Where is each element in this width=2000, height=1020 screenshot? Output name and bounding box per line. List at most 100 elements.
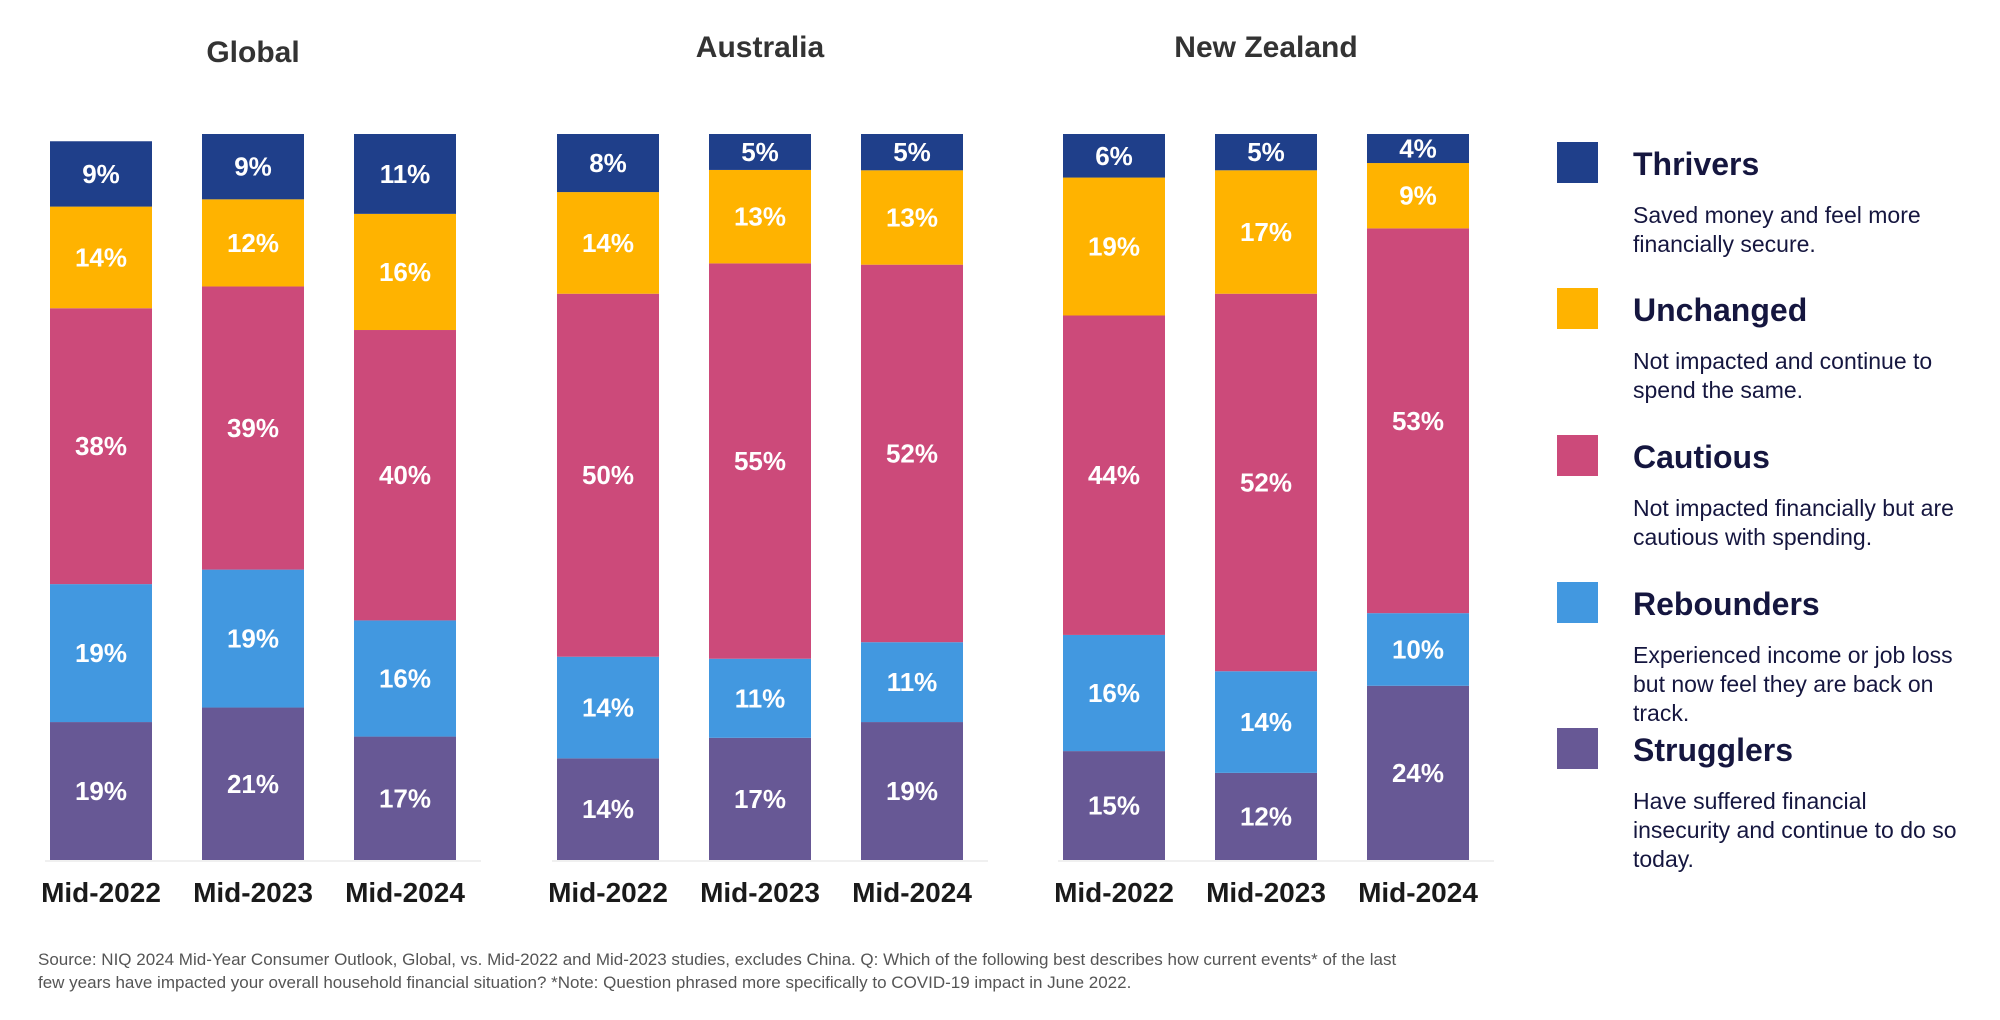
legend-description: track. [1633,700,1689,726]
bar-segment-strugglers [202,707,304,860]
panel-title: Global [206,36,299,69]
bar-segment-cautious [202,286,304,570]
panel-title: Australia [696,31,825,64]
bar-segment-thrivers [1063,134,1165,178]
bar-mid-2024: 19% 11% 52% 13% 5% [861,134,963,860]
bar-segment-rebounders [354,620,456,737]
legend-description: Not impacted financially but are [1633,495,1954,521]
data-label-rebounders: 14% [1240,707,1292,737]
legend-item-rebounders: Rebounders Experienced income or job loss… [1557,582,1953,726]
bar-segment-thrivers [861,134,963,171]
data-label-rebounders: 11% [735,683,786,713]
bar-segment-strugglers [861,722,963,860]
legend-description: Saved money and feel more [1633,202,1921,228]
category-label: Mid-2024 [1358,877,1478,908]
bar-segment-strugglers [557,758,659,860]
panel-title: New Zealand [1174,31,1357,64]
bar-segment-cautious [709,263,811,659]
legend-description: cautious with spending. [1633,524,1872,550]
data-label-unchanged: 16% [379,257,431,287]
data-label-cautious: 40% [379,460,431,490]
bar-mid-2023: 21% 19% 39% 12% 9% [202,134,304,860]
bar-segment-cautious [1063,315,1165,635]
data-label-rebounders: 16% [1088,678,1140,708]
panel-global: Global 19% 19% 38% 14% 9% Mid-2022 21% 19% 39% 12%… [41,36,481,908]
bar-segment-rebounders [557,656,659,759]
bar-segment-cautious [861,264,963,643]
bar-segment-strugglers [354,736,456,860]
legend-item-thrivers: Thrivers Saved money and feel more financi… [1557,142,1921,257]
legend-item-unchanged: Unchanged Not impacted and continue to spe… [1557,288,1932,403]
bar-segment-cautious [1367,228,1469,614]
data-label-unchanged: 12% [227,228,279,258]
bar-segment-thrivers [50,141,152,207]
data-label-unchanged: 19% [1088,232,1140,262]
data-label-strugglers: 14% [582,794,634,824]
legend-swatch [1557,582,1598,623]
legend-item-strugglers: Strugglers Have suffered financial insecur… [1557,728,1956,872]
legend-description: Experienced income or job loss [1633,642,1953,668]
bar-segment-rebounders [50,584,152,723]
bar-mid-2023: 12% 14% 52% 17% 5% [1215,134,1317,860]
bar-segment-strugglers [50,722,152,860]
bar-segment-unchanged [709,169,811,264]
legend-label: Unchanged [1633,292,1807,328]
data-label-thrivers: 6% [1095,141,1133,171]
category-label: Mid-2023 [700,877,820,908]
bar-segment-thrivers [557,134,659,193]
bar-segment-unchanged [202,199,304,287]
panel-australia: Australia 14% 14% 50% 14% 8% Mid-2022 17% 11% 55%… [548,31,988,908]
data-label-unchanged: 13% [734,202,786,232]
bar-segment-thrivers [354,134,456,214]
data-label-thrivers: 8% [589,148,627,178]
source-line: few years have impacted your overall hou… [38,973,1131,992]
bar-segment-rebounders [709,658,811,738]
chart-panels: Global 19% 19% 38% 14% 9% Mid-2022 21% 19% 39% 12%… [41,31,1494,908]
category-label: Mid-2024 [852,877,972,908]
data-label-strugglers: 19% [886,776,938,806]
legend-description: Not impacted and continue to [1633,348,1932,374]
bar-segment-unchanged [50,206,152,309]
panel-new-zealand: New Zealand 15% 16% 44% 19% 6% Mid-2022 12% 14% 5… [1054,31,1494,908]
source-line: Source: NIQ 2024 Mid-Year Consumer Outlo… [38,950,1396,969]
data-label-cautious: 50% [582,460,634,490]
category-label: Mid-2022 [1054,877,1174,908]
category-label: Mid-2022 [548,877,668,908]
bar-segment-rebounders [202,569,304,708]
data-label-cautious: 39% [227,413,279,443]
legend-label: Strugglers [1633,732,1793,768]
legend-swatch [1557,728,1598,769]
data-label-cautious: 44% [1088,460,1140,490]
data-label-unchanged: 9% [1399,181,1437,211]
bar-segment-cautious [354,330,456,621]
bar-segment-strugglers [1063,751,1165,860]
data-label-strugglers: 15% [1088,791,1140,821]
legend-swatch [1557,142,1598,183]
legend-label: Cautious [1633,439,1770,475]
data-label-strugglers: 12% [1240,801,1292,831]
bar-segment-thrivers [202,134,304,200]
bar-mid-2024: 24% 10% 53% 9% 4% [1367,134,1469,860]
bar-segment-unchanged [1063,177,1165,316]
data-label-cautious: 55% [734,446,786,476]
bar-mid-2022: 14% 14% 50% 14% 8% [557,134,659,860]
legend-description: financially secure. [1633,231,1816,257]
data-label-strugglers: 19% [75,776,127,806]
data-label-thrivers: 9% [82,159,120,189]
data-label-thrivers: 5% [1247,137,1285,167]
data-label-strugglers: 21% [227,769,279,799]
bar-segment-rebounders [1063,634,1165,752]
data-label-unchanged: 14% [75,242,127,272]
bar-segment-strugglers [709,737,811,860]
data-label-thrivers: 5% [741,137,779,167]
data-label-unchanged: 14% [582,228,634,258]
data-label-rebounders: 16% [379,664,431,694]
legend-label: Thrivers [1633,146,1759,182]
legend-item-cautious: Cautious Not impacted financially but are… [1557,435,1954,550]
legend: Thrivers Saved money and feel more financi… [1557,142,1956,872]
legend-label: Rebounders [1633,586,1820,622]
data-label-cautious: 38% [75,431,127,461]
bar-mid-2024: 17% 16% 40% 16% 11% [354,134,456,860]
data-label-unchanged: 17% [1240,217,1292,247]
data-label-rebounders: 11% [887,667,938,697]
